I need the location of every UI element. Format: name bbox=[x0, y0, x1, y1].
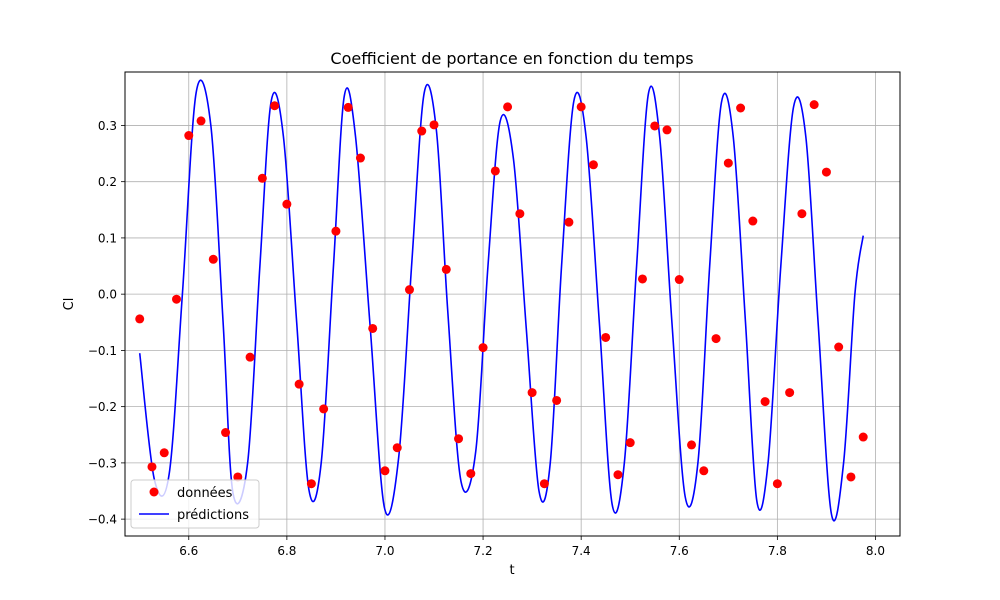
data-point bbox=[441, 264, 451, 274]
data-point bbox=[429, 120, 439, 130]
y-tick-label: −0.1 bbox=[88, 344, 117, 358]
data-point bbox=[294, 379, 304, 389]
data-point bbox=[834, 342, 844, 352]
x-tick-label: 7.2 bbox=[474, 544, 493, 558]
data-point bbox=[527, 388, 537, 398]
data-point bbox=[613, 470, 623, 480]
x-tick-label: 7.8 bbox=[768, 544, 787, 558]
data-point bbox=[797, 209, 807, 219]
data-point bbox=[564, 217, 574, 227]
data-point bbox=[846, 472, 856, 482]
data-point bbox=[172, 294, 182, 304]
data-point bbox=[331, 226, 341, 236]
data-point bbox=[282, 199, 292, 209]
data-point bbox=[478, 343, 488, 353]
data-point bbox=[233, 472, 243, 482]
data-point bbox=[355, 153, 365, 163]
data-point bbox=[196, 116, 206, 126]
data-point bbox=[135, 314, 145, 324]
x-tick-label: 6.6 bbox=[179, 544, 198, 558]
data-point bbox=[858, 432, 868, 442]
data-point bbox=[772, 479, 782, 489]
data-point bbox=[650, 121, 660, 131]
data-point bbox=[711, 334, 721, 344]
data-point bbox=[147, 462, 157, 472]
data-point bbox=[368, 323, 378, 333]
x-axis: 6.6 6.8 7.0 7.2 7.4 7.6 7.8 8.0 bbox=[179, 536, 885, 558]
data-point bbox=[343, 102, 353, 112]
data-point bbox=[466, 469, 476, 479]
data-point bbox=[404, 285, 414, 295]
data-point bbox=[760, 397, 770, 407]
data-point bbox=[270, 101, 280, 111]
y-axis-label: Cl bbox=[62, 298, 77, 311]
legend: données prédictions bbox=[130, 479, 260, 529]
data-point bbox=[454, 434, 464, 444]
data-point bbox=[687, 440, 697, 450]
y-axis: −0.4 −0.3 −0.2 −0.1 0.0 0.1 0.2 0.3 bbox=[88, 119, 125, 527]
data-point bbox=[503, 102, 513, 112]
data-point bbox=[662, 125, 672, 135]
data-point bbox=[184, 131, 194, 141]
plot-frame bbox=[124, 71, 901, 537]
legend-marker-donnees bbox=[149, 487, 159, 497]
legend-box bbox=[130, 479, 260, 529]
data-point bbox=[208, 254, 218, 264]
y-tick-label: 0.3 bbox=[98, 119, 117, 133]
data-point bbox=[319, 404, 329, 414]
predictions-line bbox=[138, 79, 865, 522]
legend-label-predictions: prédictions bbox=[177, 508, 249, 523]
data-point bbox=[785, 388, 795, 398]
data-point bbox=[625, 438, 635, 448]
y-tick-label: −0.3 bbox=[88, 456, 117, 470]
data-point bbox=[699, 466, 709, 476]
data-point bbox=[674, 275, 684, 285]
x-tick-label: 7.4 bbox=[572, 544, 591, 558]
y-tick-label: −0.2 bbox=[88, 400, 117, 414]
data-point bbox=[588, 160, 598, 170]
x-axis-label: t bbox=[509, 563, 514, 578]
plot-area bbox=[135, 79, 868, 522]
chart-title: Coefficient de portance en fonction du t… bbox=[330, 49, 693, 68]
y-tick-label: −0.4 bbox=[88, 513, 117, 527]
data-point bbox=[637, 274, 647, 284]
data-point bbox=[306, 479, 316, 489]
data-point bbox=[821, 167, 831, 177]
data-point bbox=[736, 103, 746, 113]
data-point bbox=[245, 352, 255, 362]
data-point bbox=[257, 173, 267, 183]
data-point bbox=[159, 448, 169, 458]
data-point bbox=[576, 102, 586, 112]
data-point bbox=[809, 100, 819, 110]
data-point bbox=[417, 126, 427, 136]
x-tick-label: 6.8 bbox=[277, 544, 296, 558]
y-tick-label: 0.2 bbox=[98, 175, 117, 189]
data-point bbox=[380, 466, 390, 476]
y-tick-label: 0.1 bbox=[98, 231, 117, 245]
x-tick-label: 8.0 bbox=[866, 544, 885, 558]
data-point bbox=[392, 443, 402, 453]
data-point bbox=[539, 479, 549, 489]
x-tick-label: 7.6 bbox=[670, 544, 689, 558]
data-point bbox=[723, 158, 733, 168]
y-tick-label: 0.0 bbox=[98, 288, 117, 302]
data-point bbox=[490, 166, 500, 176]
data-point bbox=[515, 209, 525, 219]
data-point bbox=[748, 216, 758, 226]
x-tick-label: 7.0 bbox=[375, 544, 394, 558]
data-point bbox=[552, 395, 562, 405]
data-point bbox=[221, 428, 231, 438]
data-point bbox=[601, 332, 611, 342]
legend-label-donnees: données bbox=[177, 486, 233, 501]
